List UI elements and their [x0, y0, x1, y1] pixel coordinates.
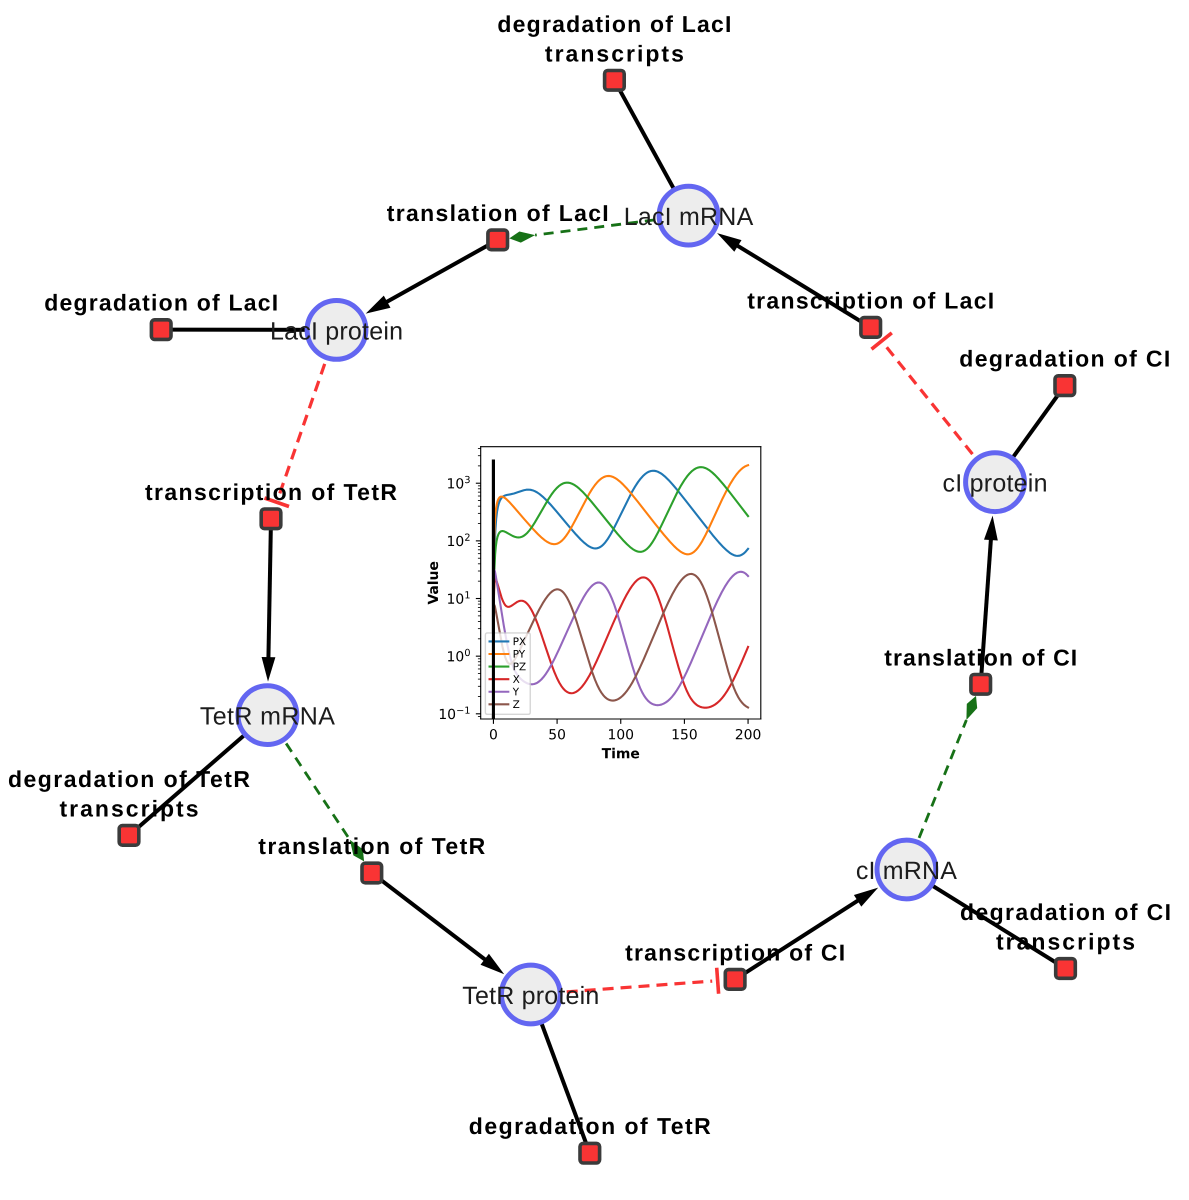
- svg-text:degradation of TetR: degradation of TetR: [469, 1113, 711, 1139]
- svg-text:cI protein: cI protein: [943, 470, 1048, 498]
- svg-text:transcription of CI: transcription of CI: [625, 939, 845, 965]
- svg-text:degradation of LacI: degradation of LacI: [44, 290, 278, 316]
- svg-text:degradation of CI: degradation of CI: [959, 346, 1170, 372]
- svg-text:transcripts: transcripts: [996, 929, 1135, 955]
- svg-text:TetR protein: TetR protein: [462, 982, 599, 1010]
- svg-text:LacI mRNA: LacI mRNA: [624, 203, 754, 231]
- svg-text:degradation of CI: degradation of CI: [960, 899, 1171, 925]
- svg-text:TetR mRNA: TetR mRNA: [200, 703, 335, 731]
- svg-text:cI mRNA: cI mRNA: [856, 857, 957, 885]
- svg-text:LacI protein: LacI protein: [270, 317, 403, 345]
- svg-text:degradation of LacI: degradation of LacI: [497, 11, 731, 37]
- svg-text:translation of LacI: translation of LacI: [387, 200, 609, 226]
- svg-text:transcription of TetR: transcription of TetR: [145, 479, 397, 505]
- svg-text:transcripts: transcripts: [60, 795, 199, 821]
- svg-text:transcripts: transcripts: [545, 40, 684, 66]
- svg-text:degradation of TetR: degradation of TetR: [8, 766, 250, 792]
- svg-text:transcription of LacI: transcription of LacI: [747, 287, 994, 313]
- svg-text:translation of TetR: translation of TetR: [258, 833, 485, 859]
- svg-text:translation of CI: translation of CI: [884, 644, 1077, 670]
